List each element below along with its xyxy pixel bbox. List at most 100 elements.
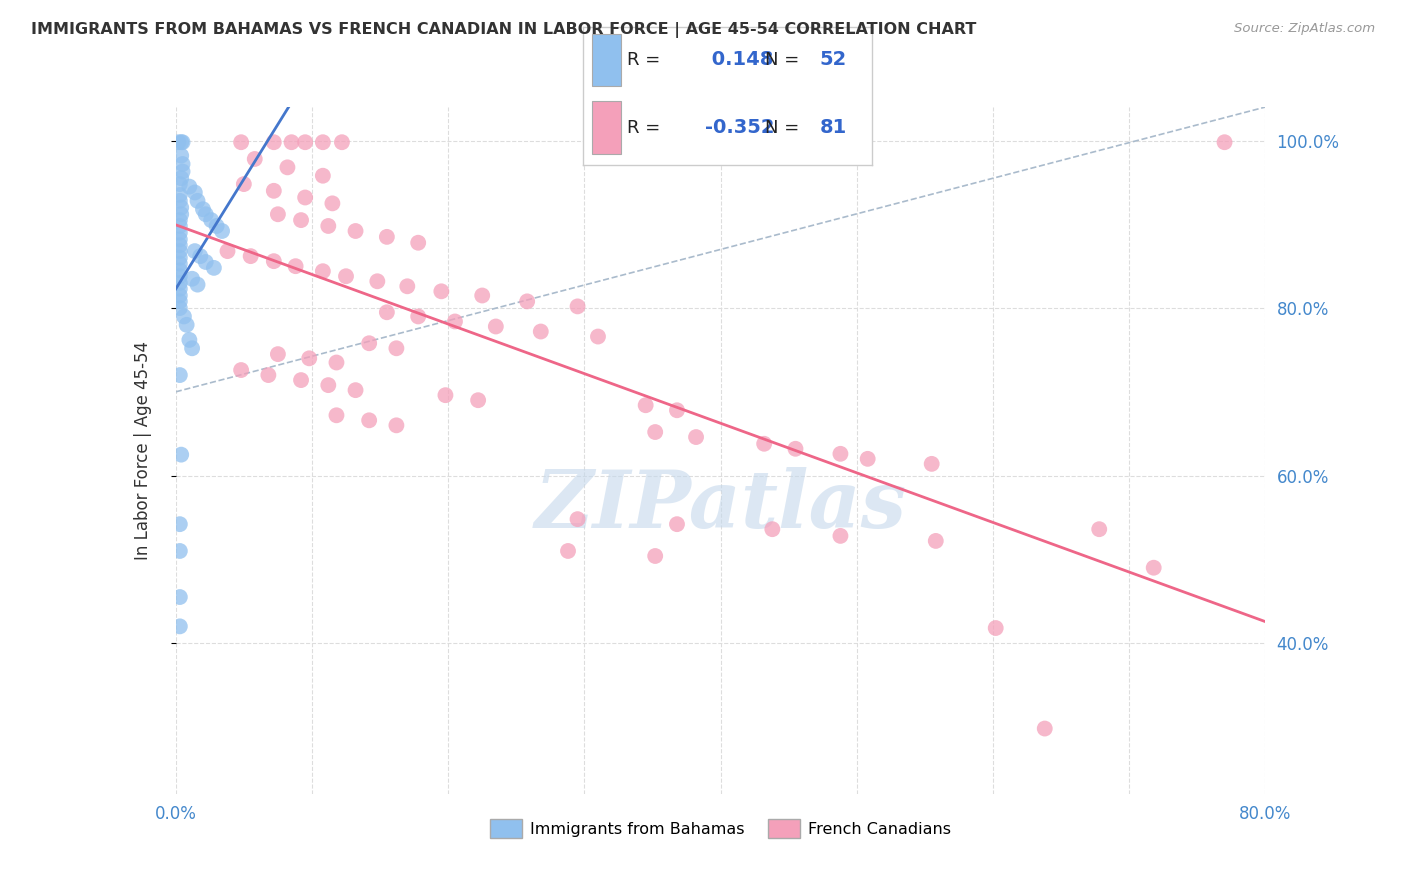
Point [406,310,429,324]
Point [169,269,191,284]
Point [485,319,508,334]
Point [325,409,347,423]
Text: R =: R = [627,51,659,69]
Point [194,207,217,221]
Point [666,517,689,532]
Point [169,276,191,290]
Point [471,288,494,302]
Point [169,301,191,315]
Point [406,235,429,250]
Point [231,363,253,377]
Point [172,157,194,171]
Point [169,177,191,191]
Point [179,179,201,194]
Point [344,383,367,397]
Point [188,249,211,263]
Point [530,325,553,339]
Point [312,169,335,183]
Point [276,161,298,175]
Text: -0.352: -0.352 [704,118,775,137]
Point [232,177,254,191]
Point [181,341,204,355]
Point [312,135,335,149]
Point [321,196,343,211]
Point [263,184,285,198]
Point [169,619,191,633]
Point [925,533,948,548]
Point [325,355,347,369]
Point [172,135,194,149]
Point [557,544,579,558]
Point [318,219,340,233]
Point [761,522,783,536]
Point [921,457,943,471]
Point [396,279,419,293]
Point [263,135,285,149]
Point [169,368,191,382]
Point [243,152,266,166]
Point [366,274,388,288]
Point [267,207,290,221]
Text: IMMIGRANTS FROM BAHAMAS VS FRENCH CANADIAN IN LABOR FORCE | AGE 45-54 CORRELATIO: IMMIGRANTS FROM BAHAMAS VS FRENCH CANADI… [31,22,976,38]
Point [169,288,191,302]
Point [344,224,367,238]
Point [169,282,191,296]
Point [179,333,201,347]
Point [170,148,193,162]
Point [169,590,191,604]
Point [231,135,253,149]
Point [284,259,307,273]
Point [170,448,193,462]
Point [170,201,193,215]
Point [330,135,353,149]
Text: 0.148: 0.148 [704,51,773,70]
Point [290,373,312,387]
Bar [592,102,621,154]
Point [1213,135,1236,149]
Point [294,190,316,204]
Point [169,294,191,309]
Point [181,271,204,285]
Point [385,341,408,355]
Point [169,251,191,265]
Point [169,517,191,532]
Point [516,294,538,309]
Point [169,257,191,271]
Point [312,264,335,278]
Legend: Immigrants from Bahamas, French Canadians: Immigrants from Bahamas, French Canadian… [484,813,957,844]
Point [586,329,609,343]
Point [169,544,191,558]
Point [298,351,321,366]
Point [169,263,191,277]
Point [359,336,381,351]
Point [444,314,467,328]
Point [644,425,666,439]
Point [170,135,193,149]
Point [186,277,209,292]
Point [385,418,408,433]
Point [239,249,262,263]
Point [169,213,191,227]
Point [856,451,879,466]
Point [1088,522,1111,536]
Point [169,226,191,240]
Point [375,305,398,319]
Point [335,269,357,284]
Text: 81: 81 [820,118,846,137]
Text: R =: R = [627,119,659,136]
Point [169,238,191,252]
Y-axis label: In Labor Force | Age 45-54: In Labor Force | Age 45-54 [134,341,152,560]
Point [567,299,589,313]
Point [830,447,852,461]
Point [754,436,776,450]
Point [170,207,193,221]
Text: N =: N = [765,119,800,136]
Point [169,219,191,233]
Point [634,398,657,412]
Point [173,310,195,324]
Point [785,442,807,456]
Text: Source: ZipAtlas.com: Source: ZipAtlas.com [1234,22,1375,36]
Point [1033,722,1056,736]
Point [267,347,290,361]
Point [290,213,312,227]
